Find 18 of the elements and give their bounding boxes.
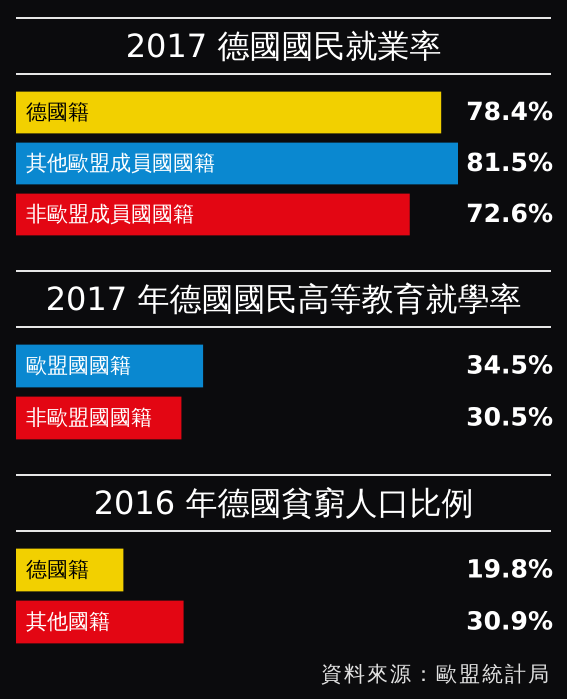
data-label: 81.5% <box>466 148 553 177</box>
data-label: 72.6% <box>466 199 553 228</box>
y-tick-label: 德國籍 <box>26 557 89 582</box>
data-label: 78.4% <box>466 97 553 126</box>
y-tick-label: 其他歐盟成員國國籍 <box>26 150 215 175</box>
source-note: 資料來源：歐盟統計局 <box>320 661 551 688</box>
data-label: 34.5% <box>466 350 553 380</box>
data-label: 19.8% <box>466 554 553 584</box>
y-tick-label: 非歐盟成員國國籍 <box>26 202 194 226</box>
data-label: 30.5% <box>466 402 553 432</box>
y-tick-label: 其他國籍 <box>26 609 110 634</box>
y-tick-label: 非歐盟國國籍 <box>26 405 152 430</box>
data-label: 30.9% <box>466 606 553 636</box>
y-tick-label: 歐盟國國籍 <box>26 353 131 378</box>
chart-title: 2017 德國國民就業率 <box>16 17 551 75</box>
text: 2016 年德國貧窮人口比例 <box>16 474 551 532</box>
text: 2017 年德國國民高等教育就學率 <box>16 270 551 328</box>
y-tick-label: 德國籍 <box>26 100 89 124</box>
